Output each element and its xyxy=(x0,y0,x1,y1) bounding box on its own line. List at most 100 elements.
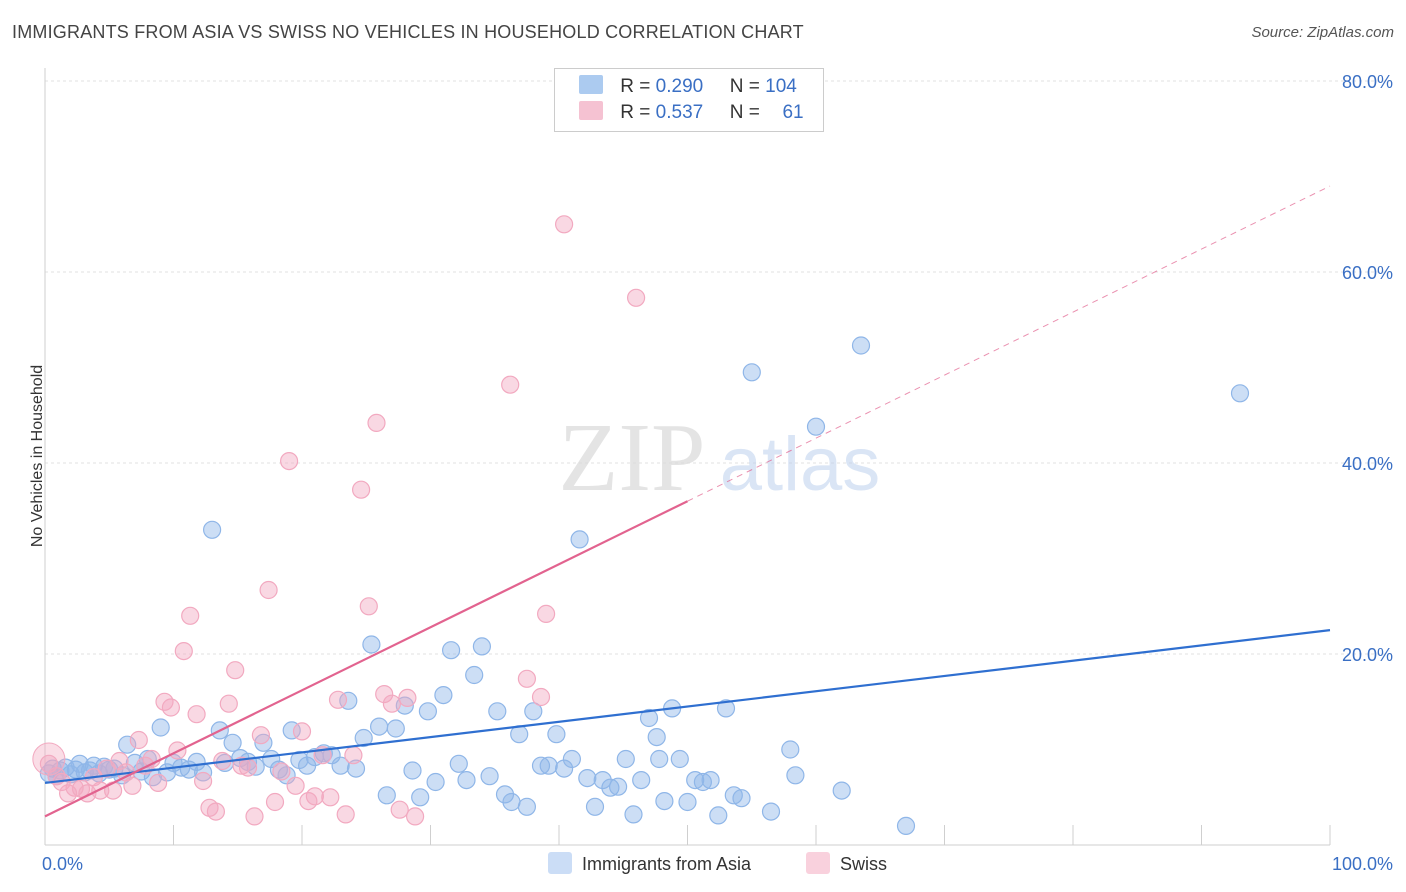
legend-r-value: 0.290 xyxy=(655,76,704,97)
point-swiss xyxy=(238,758,258,777)
point-swiss xyxy=(336,805,355,824)
point-swiss xyxy=(232,756,251,775)
point-swiss xyxy=(390,800,409,819)
legend-r-value: 0.537 xyxy=(655,102,704,123)
watermark-zip: ZIP xyxy=(559,404,706,512)
point-asia xyxy=(761,802,781,821)
point-asia xyxy=(632,770,651,790)
point-swiss xyxy=(398,688,417,708)
legend-bottom-label-asia: Immigrants from Asia xyxy=(582,854,752,874)
legend-swatch-asia xyxy=(579,75,603,94)
point-swiss xyxy=(245,807,264,826)
point-asia xyxy=(502,792,521,812)
point-asia xyxy=(647,727,666,747)
point-swiss xyxy=(328,690,348,709)
point-asia xyxy=(570,530,589,549)
point-swiss xyxy=(206,802,225,821)
y-tick-label: 60.0% xyxy=(1342,263,1393,283)
point-asia xyxy=(223,733,242,752)
point-asia xyxy=(203,520,222,539)
legend-r-label: R = xyxy=(620,76,651,97)
point-asia xyxy=(732,789,751,808)
legend-bottom-label-swiss: Swiss xyxy=(840,854,888,874)
legend-row-asia: R = 0.290 N = 104 xyxy=(579,75,797,101)
point-swiss xyxy=(286,776,305,795)
point-swiss xyxy=(174,641,193,661)
y-axis-label: No Vehicles in Household xyxy=(29,364,46,548)
point-swiss xyxy=(292,722,312,741)
chart-source: Source: ZipAtlas.com xyxy=(1251,24,1394,41)
legend-bottom-swatch-swiss xyxy=(806,852,830,874)
point-swiss xyxy=(375,684,394,704)
x-tick-label: 100.0% xyxy=(1332,854,1393,874)
point-asia xyxy=(377,786,396,805)
legend-top: R = 0.290 N = 104 R = 0.537 N = 61 xyxy=(554,68,824,132)
point-asia xyxy=(70,754,89,773)
grid-layer xyxy=(45,80,1392,655)
point-swiss xyxy=(406,807,425,826)
point-swiss xyxy=(161,698,180,717)
point-asia xyxy=(465,665,484,685)
point-asia xyxy=(418,702,437,721)
point-swiss xyxy=(181,606,200,625)
point-swiss xyxy=(123,776,142,795)
chart-title: IMMIGRANTS FROM ASIA VS SWISS NO VEHICLE… xyxy=(12,22,804,42)
point-asia xyxy=(655,791,674,811)
point-asia xyxy=(832,781,851,800)
point-asia xyxy=(716,699,736,718)
y-tick-label: 20.0% xyxy=(1342,645,1393,665)
point-asia xyxy=(851,336,871,355)
point-asia xyxy=(434,685,453,705)
point-swiss xyxy=(531,687,551,707)
point-asia xyxy=(547,725,566,744)
x-tick-label: 0.0% xyxy=(42,854,83,874)
point-asia xyxy=(151,718,170,737)
point-asia xyxy=(539,756,558,775)
point-asia xyxy=(678,792,697,812)
point-swiss xyxy=(626,288,646,307)
point-swiss xyxy=(187,705,206,724)
point-asia xyxy=(742,363,761,382)
legend-n-value: 61 xyxy=(782,102,804,123)
point-swiss xyxy=(536,604,556,624)
point-swiss xyxy=(226,661,245,680)
point-swiss xyxy=(517,669,537,688)
point-asia xyxy=(331,756,350,775)
point-swiss xyxy=(265,792,285,812)
point-asia xyxy=(639,708,659,728)
legend-bottom-swatch-asia xyxy=(548,852,572,874)
point-asia xyxy=(709,806,728,825)
axes-layer xyxy=(44,68,1331,846)
point-asia xyxy=(593,770,612,790)
trend-line-asia xyxy=(44,629,1331,785)
point-asia xyxy=(781,740,800,759)
trend-line-swiss-extrapolated xyxy=(687,185,1331,502)
point-asia xyxy=(457,770,476,790)
point-asia xyxy=(354,728,373,748)
point-asia xyxy=(650,749,669,769)
point-asia xyxy=(442,641,461,660)
point-asia xyxy=(1230,384,1250,403)
point-asia xyxy=(449,754,468,773)
point-asia xyxy=(517,797,537,816)
legend-bottom-asia: Immigrants from Asia xyxy=(548,852,751,875)
point-asia xyxy=(616,749,635,769)
point-asia xyxy=(670,749,689,769)
point-swiss xyxy=(129,730,148,750)
point-swiss xyxy=(259,580,278,600)
watermark-atlas: atlas xyxy=(720,422,881,507)
point-swiss-large xyxy=(32,742,66,776)
point-swiss xyxy=(352,480,371,499)
trend-line-swiss xyxy=(44,500,688,818)
point-asia xyxy=(608,777,628,796)
y-tick-label: 80.0% xyxy=(1342,72,1393,92)
point-asia xyxy=(426,772,445,792)
point-asia xyxy=(118,735,137,754)
legend-bottom-swiss: Swiss xyxy=(806,852,887,875)
point-asia xyxy=(786,766,805,785)
point-swiss xyxy=(280,452,299,471)
point-swiss xyxy=(321,788,340,807)
point-swiss xyxy=(251,726,270,745)
point-swiss xyxy=(344,746,363,765)
